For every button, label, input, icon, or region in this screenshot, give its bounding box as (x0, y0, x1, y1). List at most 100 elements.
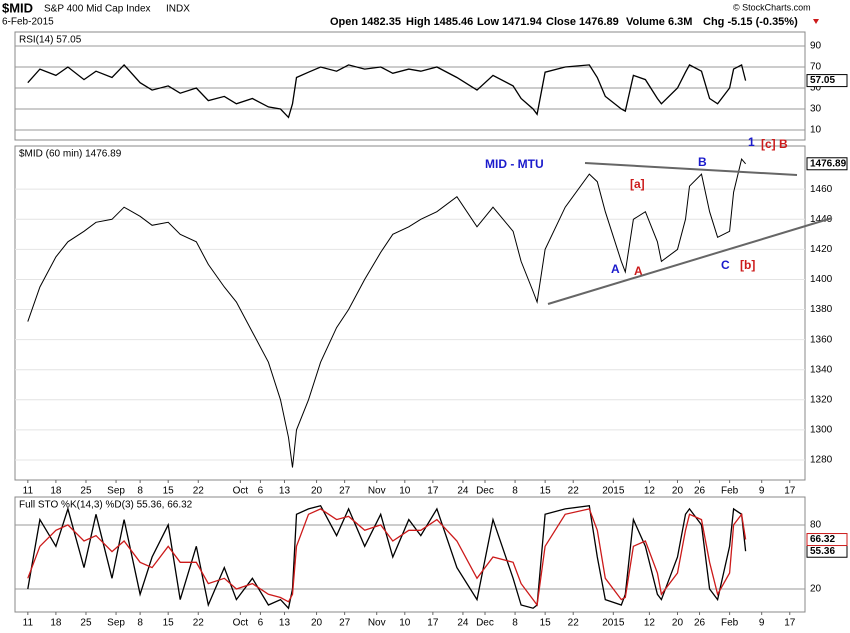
x-tick-label: 22 (193, 618, 205, 629)
series-line (27, 504, 747, 610)
y-tick-label: 1420 (810, 244, 833, 255)
open: Open 1482.35 (330, 16, 401, 28)
panel-frame (14, 496, 806, 613)
volume: Volume 6.3M (626, 16, 692, 28)
x-tick-label: 10 (399, 486, 411, 497)
x-tick-label: 27 (339, 486, 351, 497)
x-tick-label: 24 (457, 618, 469, 629)
x-tick-label: 8 (137, 486, 143, 497)
annotation: MID - MTU (485, 157, 544, 171)
last-value-label: 1476.89 (810, 158, 847, 169)
last-value-box (806, 74, 848, 88)
annotation: C (721, 258, 730, 272)
last-value-box (806, 533, 848, 547)
x-tick-label: 6 (258, 618, 264, 629)
x-tick-label: Oct (233, 618, 249, 629)
panel-title: RSI(14) 57.05 (19, 35, 82, 46)
x-tick-label: 26 (694, 486, 706, 497)
x-tick-label: 15 (163, 486, 175, 497)
x-tick-label: 20 (311, 618, 323, 629)
x-tick-label: Oct (233, 486, 249, 497)
exchange: INDX (166, 4, 190, 15)
x-tick-label: 15 (540, 486, 552, 497)
x-tick-label: Feb (721, 618, 739, 629)
x-tick-label: 9 (759, 618, 765, 629)
x-tick-label: 24 (457, 486, 469, 497)
credit: © StockCharts.com (733, 2, 811, 12)
y-tick-label: 1460 (810, 184, 833, 195)
y-tick-label: 30 (810, 104, 822, 115)
y-tick-label: 50 (810, 83, 822, 94)
x-tick-label: 27 (339, 618, 351, 629)
x-tick-label: Feb (721, 486, 739, 497)
x-tick-label: 20 (672, 618, 684, 629)
x-tick-label: 12 (644, 618, 656, 629)
x-tick-label: 10 (399, 618, 411, 629)
x-tick-label: 11 (23, 618, 34, 629)
series-line (27, 508, 747, 607)
x-tick-label: 9 (759, 486, 765, 497)
x-tick-label: 13 (279, 618, 291, 629)
x-tick-label: 22 (568, 486, 580, 497)
panel-frame (14, 145, 806, 481)
y-tick-label: 80 (810, 520, 822, 531)
x-tick-label: 8 (512, 618, 518, 629)
y-tick-label: 1400 (810, 274, 833, 285)
x-tick-label: 17 (427, 486, 439, 497)
x-tick-label: Dec (476, 618, 494, 629)
annotation: [a] (630, 177, 645, 191)
x-tick-label: 25 (80, 618, 92, 629)
x-tick-label: Nov (368, 618, 386, 629)
y-tick-label: 1300 (810, 425, 833, 436)
annotation: [b] (740, 258, 755, 272)
y-tick-label: 70 (810, 62, 822, 73)
y-tick-label: 1380 (810, 304, 833, 315)
x-tick-label: Dec (476, 486, 494, 497)
down-arrow (813, 19, 819, 24)
y-tick-label: 1320 (810, 394, 833, 405)
index-name: S&P 400 Mid Cap Index (44, 4, 151, 15)
x-tick-label: 15 (540, 618, 552, 629)
x-tick-label: 2015 (602, 618, 625, 629)
x-tick-label: Sep (107, 486, 125, 497)
annotation: B (779, 137, 788, 151)
y-tick-label: 90 (810, 41, 822, 52)
y-tick-label: 10 (810, 125, 822, 136)
annotation: A (611, 262, 620, 276)
x-tick-label: 18 (50, 618, 62, 629)
y-tick-label: 1340 (810, 364, 833, 375)
y-tick-label: 1360 (810, 334, 833, 345)
x-tick-label: 8 (137, 618, 143, 629)
high: High 1485.46 (406, 16, 473, 28)
annotation: B (698, 155, 707, 169)
low: Low 1471.94 (477, 16, 543, 28)
change: Chg -5.15 (-0.35%) (703, 16, 798, 28)
x-tick-label: 18 (50, 486, 62, 497)
annotation: 1 (748, 135, 755, 149)
x-tick-label: 17 (784, 486, 796, 497)
y-tick-label: 20 (810, 584, 822, 595)
x-tick-label: 12 (644, 486, 656, 497)
x-tick-label: Sep (107, 618, 125, 629)
last-value-label: 55.36 (810, 546, 835, 557)
x-tick-label: 13 (279, 486, 291, 497)
panel-frame (14, 31, 806, 141)
close: Close 1476.89 (546, 16, 619, 28)
x-tick-label: 17 (427, 618, 439, 629)
series-line (27, 158, 746, 468)
trendline (547, 217, 833, 305)
x-tick-label: 20 (311, 486, 323, 497)
x-tick-label: 15 (163, 618, 175, 629)
x-tick-label: 26 (694, 618, 706, 629)
x-tick-label: 11 (23, 486, 34, 497)
y-tick-label: 1280 (810, 455, 833, 466)
last-value-box (806, 157, 848, 171)
x-tick-label: 22 (568, 618, 580, 629)
annotation: [c] (761, 137, 776, 151)
symbol: $MID (2, 0, 33, 15)
date: 6-Feb-2015 (2, 17, 54, 28)
x-tick-label: 8 (512, 486, 518, 497)
annotation: A (634, 264, 643, 278)
